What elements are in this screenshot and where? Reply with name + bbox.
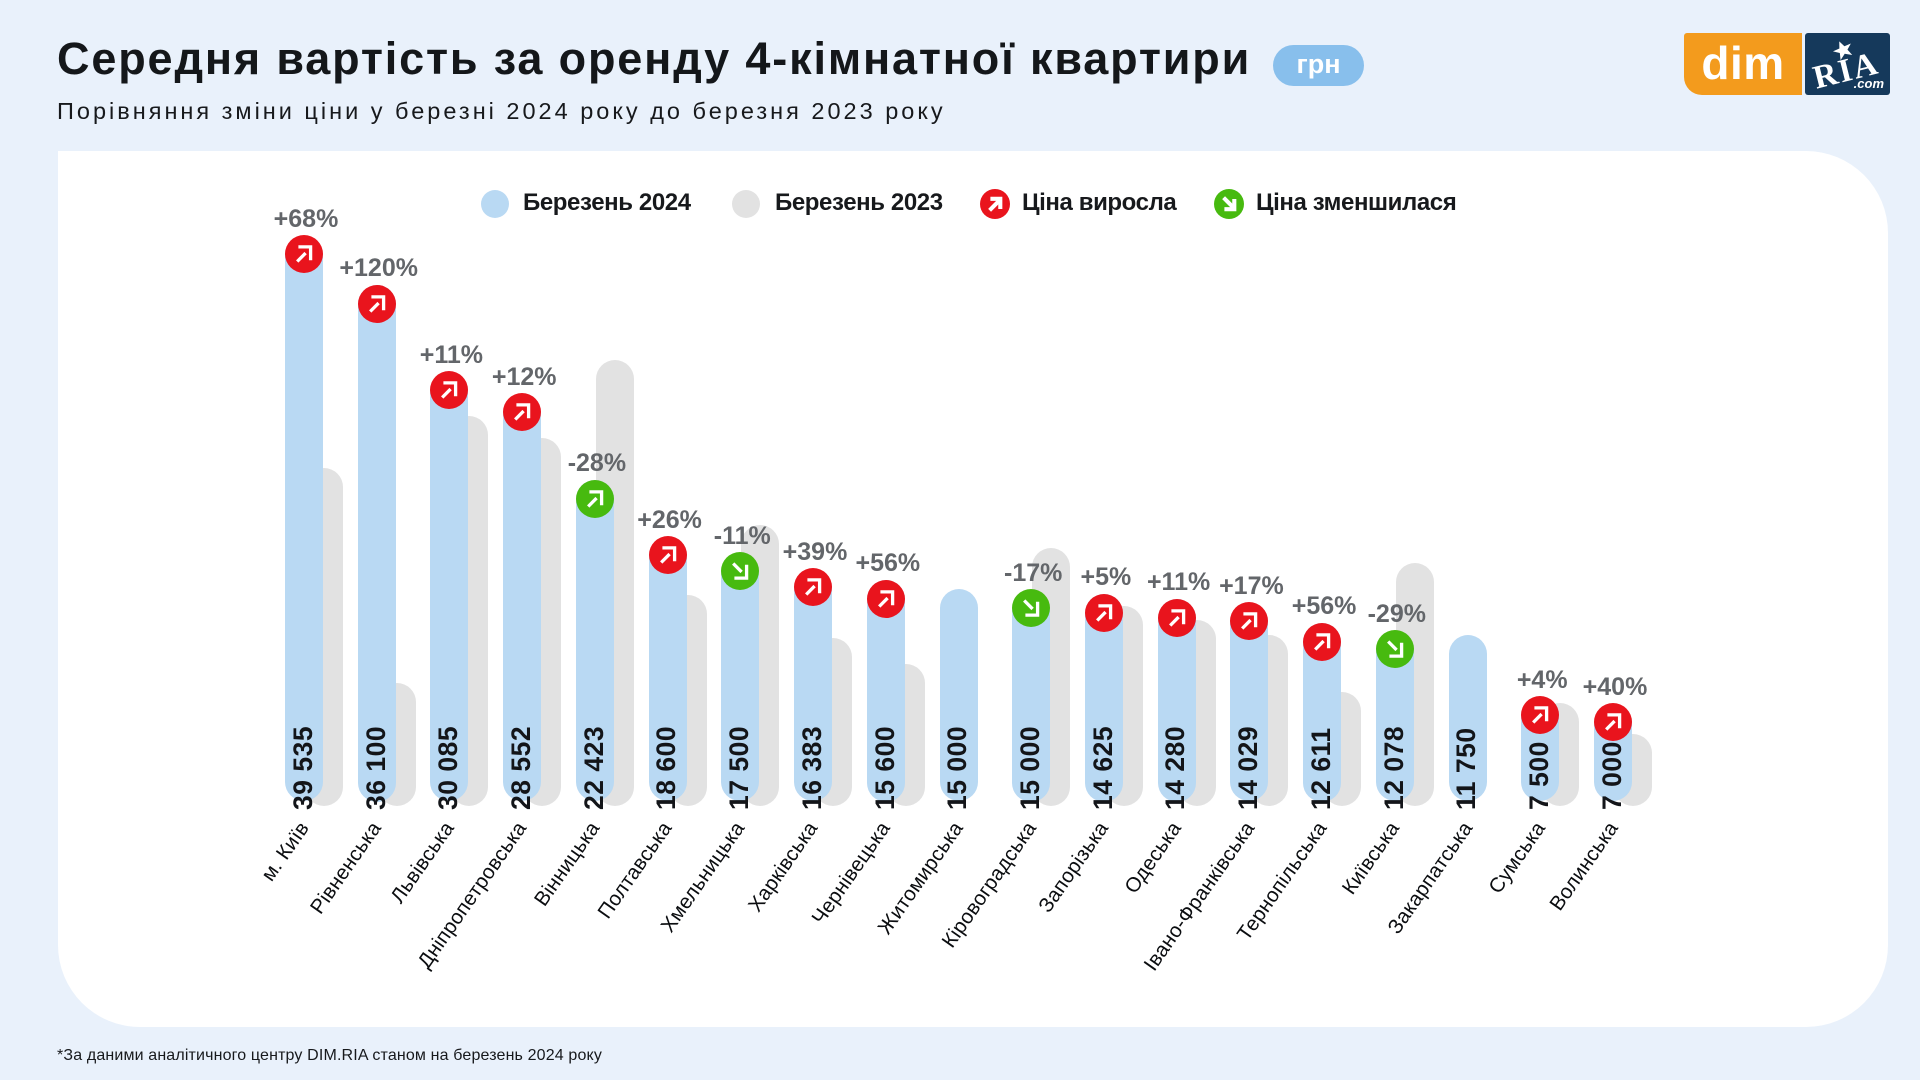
svg-text:.com: .com (1854, 76, 1885, 91)
